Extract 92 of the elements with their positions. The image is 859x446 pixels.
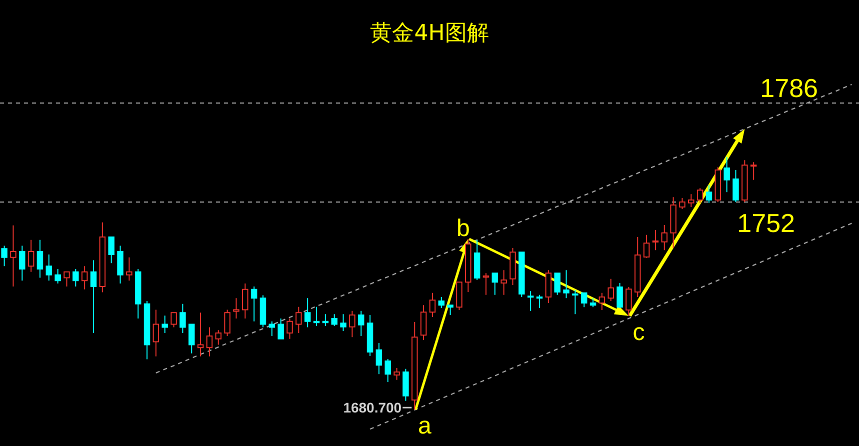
ref-line-label: 1786 <box>760 73 818 104</box>
candlestick <box>527 290 534 312</box>
candlestick <box>492 272 498 296</box>
candlestick <box>376 342 382 375</box>
candlestick <box>304 298 311 328</box>
candlestick <box>706 184 712 204</box>
candlestick <box>126 256 132 282</box>
candlestick <box>313 306 320 327</box>
candlestick <box>402 368 409 402</box>
candlestick <box>162 315 168 334</box>
candlestick <box>510 248 516 286</box>
candlestick <box>260 294 266 328</box>
candlestick <box>688 194 694 208</box>
candlestick <box>598 292 606 311</box>
candlestick <box>608 278 614 302</box>
candlestick <box>197 312 204 357</box>
candlestick <box>46 254 52 282</box>
candlestick <box>590 298 596 308</box>
candlestick <box>366 314 374 357</box>
candlestick <box>117 245 124 284</box>
candlestick <box>429 292 436 318</box>
candlestick <box>268 320 276 336</box>
candlestick <box>474 239 480 281</box>
candlestick <box>170 312 177 328</box>
candlestick <box>358 310 364 336</box>
candlestick <box>456 282 462 311</box>
candlestick <box>286 318 293 340</box>
candlestick <box>322 314 329 327</box>
candlestick <box>340 314 346 332</box>
candlestick <box>36 239 44 278</box>
candlestick <box>643 234 650 258</box>
candlestick <box>250 286 258 322</box>
candlestick <box>331 314 338 327</box>
candlestick <box>652 229 659 251</box>
candlestick <box>72 268 79 287</box>
candlestick <box>28 239 34 272</box>
candlestick <box>438 296 444 309</box>
candlestick <box>206 326 213 357</box>
candlestick <box>99 222 106 293</box>
candlestick <box>465 238 472 292</box>
candlestick <box>242 283 248 319</box>
candlestick <box>81 266 88 290</box>
candlestick <box>19 245 26 282</box>
candlestick <box>233 298 240 319</box>
candlestick <box>134 268 142 319</box>
candlestick <box>64 271 70 287</box>
candlestick <box>447 304 454 316</box>
candlestick <box>572 289 578 315</box>
candlestick <box>188 324 195 354</box>
candlestick <box>152 309 160 357</box>
candlestick <box>1 245 8 267</box>
candlestick <box>278 318 284 340</box>
candlestick <box>563 270 570 299</box>
candlestick <box>215 330 222 346</box>
candlestick <box>482 272 490 296</box>
candlestick <box>742 160 748 203</box>
candlestick <box>349 310 356 338</box>
candlestick <box>108 236 114 264</box>
candlestick <box>750 162 757 180</box>
candlestick <box>554 272 560 296</box>
candlestick <box>90 260 97 334</box>
candlestick <box>696 188 704 204</box>
candlestick <box>500 270 507 296</box>
candlestick <box>518 252 525 298</box>
candlestick <box>661 224 668 251</box>
candlestick <box>420 304 427 341</box>
candlestick <box>412 321 418 410</box>
candlestick <box>394 367 400 380</box>
candlestick <box>224 309 230 336</box>
candlestick <box>296 306 302 334</box>
candlestick <box>144 300 150 360</box>
candlestick <box>670 196 676 249</box>
candlestick <box>580 292 588 308</box>
candlestick <box>732 170 739 203</box>
candlestick <box>545 270 552 304</box>
candlestick <box>180 303 186 334</box>
candlestick <box>626 286 632 316</box>
candlestick <box>616 282 623 309</box>
annotation: c <box>632 318 645 346</box>
ref-line-label: 1752 <box>737 208 795 238</box>
candlestick <box>384 358 391 382</box>
annotation: a <box>418 412 432 440</box>
candlestick <box>634 236 641 298</box>
candlestick <box>724 156 730 193</box>
annotation: b <box>456 215 470 242</box>
candlestick <box>536 294 543 309</box>
candlestick <box>679 197 686 210</box>
annotation: 1680.700 <box>343 400 402 416</box>
candlestick <box>714 166 722 203</box>
candlestick <box>54 268 61 284</box>
text: 黄金4H图解 <box>370 21 489 46</box>
candlestick <box>10 224 16 287</box>
